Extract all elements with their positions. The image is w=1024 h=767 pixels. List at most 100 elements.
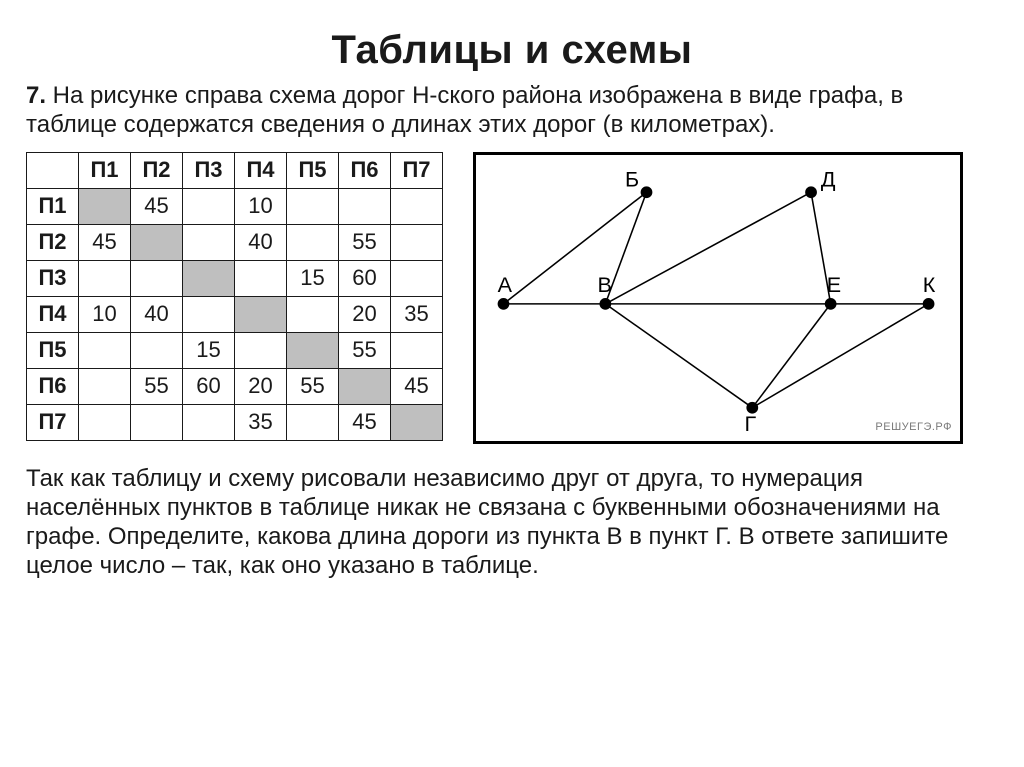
table-cell: 35 [391,296,443,332]
col-header: П4 [235,152,287,188]
row-header: П3 [27,260,79,296]
table-cell: 15 [287,260,339,296]
graph-node [923,298,935,310]
table-cell: 55 [287,368,339,404]
table-cell: 45 [79,224,131,260]
row-header: П5 [27,332,79,368]
table-cell: 40 [131,296,183,332]
row-header: П7 [27,404,79,440]
graph-panel: АВБДЕКГ РЕШУЕГЭ.РФ [473,152,963,444]
table-cell: 20 [339,296,391,332]
table-cell [79,188,131,224]
graph-node-label: Е [827,273,841,297]
row-header: П1 [27,188,79,224]
table-cell: 55 [131,368,183,404]
table-cell [183,296,235,332]
table-row: П3 1560 [27,260,443,296]
table-cell [183,404,235,440]
table-cell [391,404,443,440]
content-row: П1 П2 П3 П4 П5 П6 П7 П14510П2454055П3156… [26,152,998,444]
table-cell [339,368,391,404]
row-header: П2 [27,224,79,260]
table-cell [391,188,443,224]
graph-edge [752,303,830,407]
table-cell: 45 [339,404,391,440]
slide: Таблицы и схемы 7. На рисунке справа схе… [0,0,1024,767]
table-cell: 45 [391,368,443,404]
table-cell [183,260,235,296]
table-cell [183,224,235,260]
graph-node [498,298,510,310]
graph-node-label: К [923,273,936,297]
table-cell [79,260,131,296]
graph-node [599,298,611,310]
table-cell [339,188,391,224]
col-header: П6 [339,152,391,188]
table-cell [131,404,183,440]
page-title: Таблицы и схемы [26,28,998,73]
table-cell: 60 [339,260,391,296]
outro-paragraph: Так как таблицу и схему рисовали независ… [26,464,998,581]
table-cell: 55 [339,224,391,260]
table-cell [131,224,183,260]
table-cell: 20 [235,368,287,404]
table-cell [287,224,339,260]
table-cell: 60 [183,368,235,404]
graph-node-label: Г [744,412,756,436]
table-cell: 45 [131,188,183,224]
row-header: П6 [27,368,79,404]
watermark: РЕШУЕГЭ.РФ [875,421,952,433]
table-cell [287,296,339,332]
table-cell [287,188,339,224]
graph-node-label: Д [821,167,836,191]
table-cell: 10 [79,296,131,332]
table-header-row: П1 П2 П3 П4 П5 П6 П7 [27,152,443,188]
col-header: П5 [287,152,339,188]
table-row: П65560205545 [27,368,443,404]
table-row: П41040 2035 [27,296,443,332]
graph-node [805,186,817,198]
table-row: П5 15 55 [27,332,443,368]
col-header: П1 [79,152,131,188]
table-corner [27,152,79,188]
table-row: П7 35 45 [27,404,443,440]
table-cell [287,404,339,440]
graph-edge [504,192,647,304]
intro-text: На рисунке справа схема дорог Н-ского ра… [26,82,903,138]
graph-node [825,298,837,310]
table-cell [131,332,183,368]
graph-edge [605,192,811,304]
table-cell [131,260,183,296]
table-cell [79,368,131,404]
col-header: П7 [391,152,443,188]
table-cell [391,260,443,296]
table-cell [79,404,131,440]
graph-edge [752,303,928,407]
table-cell: 55 [339,332,391,368]
table-body: П14510П2454055П31560П410402035П51555П655… [27,188,443,440]
table-cell: 35 [235,404,287,440]
col-header: П3 [183,152,235,188]
table-row: П14510 [27,188,443,224]
table-cell: 15 [183,332,235,368]
graph-edge [605,303,752,407]
graph-node [641,186,653,198]
col-header: П2 [131,152,183,188]
intro-paragraph: 7. На рисунке справа схема дорог Н-ского… [26,81,998,140]
table-cell [183,188,235,224]
table-cell [235,332,287,368]
graph-svg: АВБДЕКГ [476,155,960,441]
table-row: П245 40 55 [27,224,443,260]
problem-number: 7. [26,82,46,109]
table-cell [79,332,131,368]
adjacency-table: П1 П2 П3 П4 П5 П6 П7 П14510П2454055П3156… [26,152,443,441]
table-cell [391,224,443,260]
table-cell [235,260,287,296]
graph-node-label: В [598,273,612,297]
table-cell: 40 [235,224,287,260]
row-header: П4 [27,296,79,332]
table-cell [391,332,443,368]
graph-node-label: А [498,273,513,297]
table-cell [235,296,287,332]
table-cell [287,332,339,368]
